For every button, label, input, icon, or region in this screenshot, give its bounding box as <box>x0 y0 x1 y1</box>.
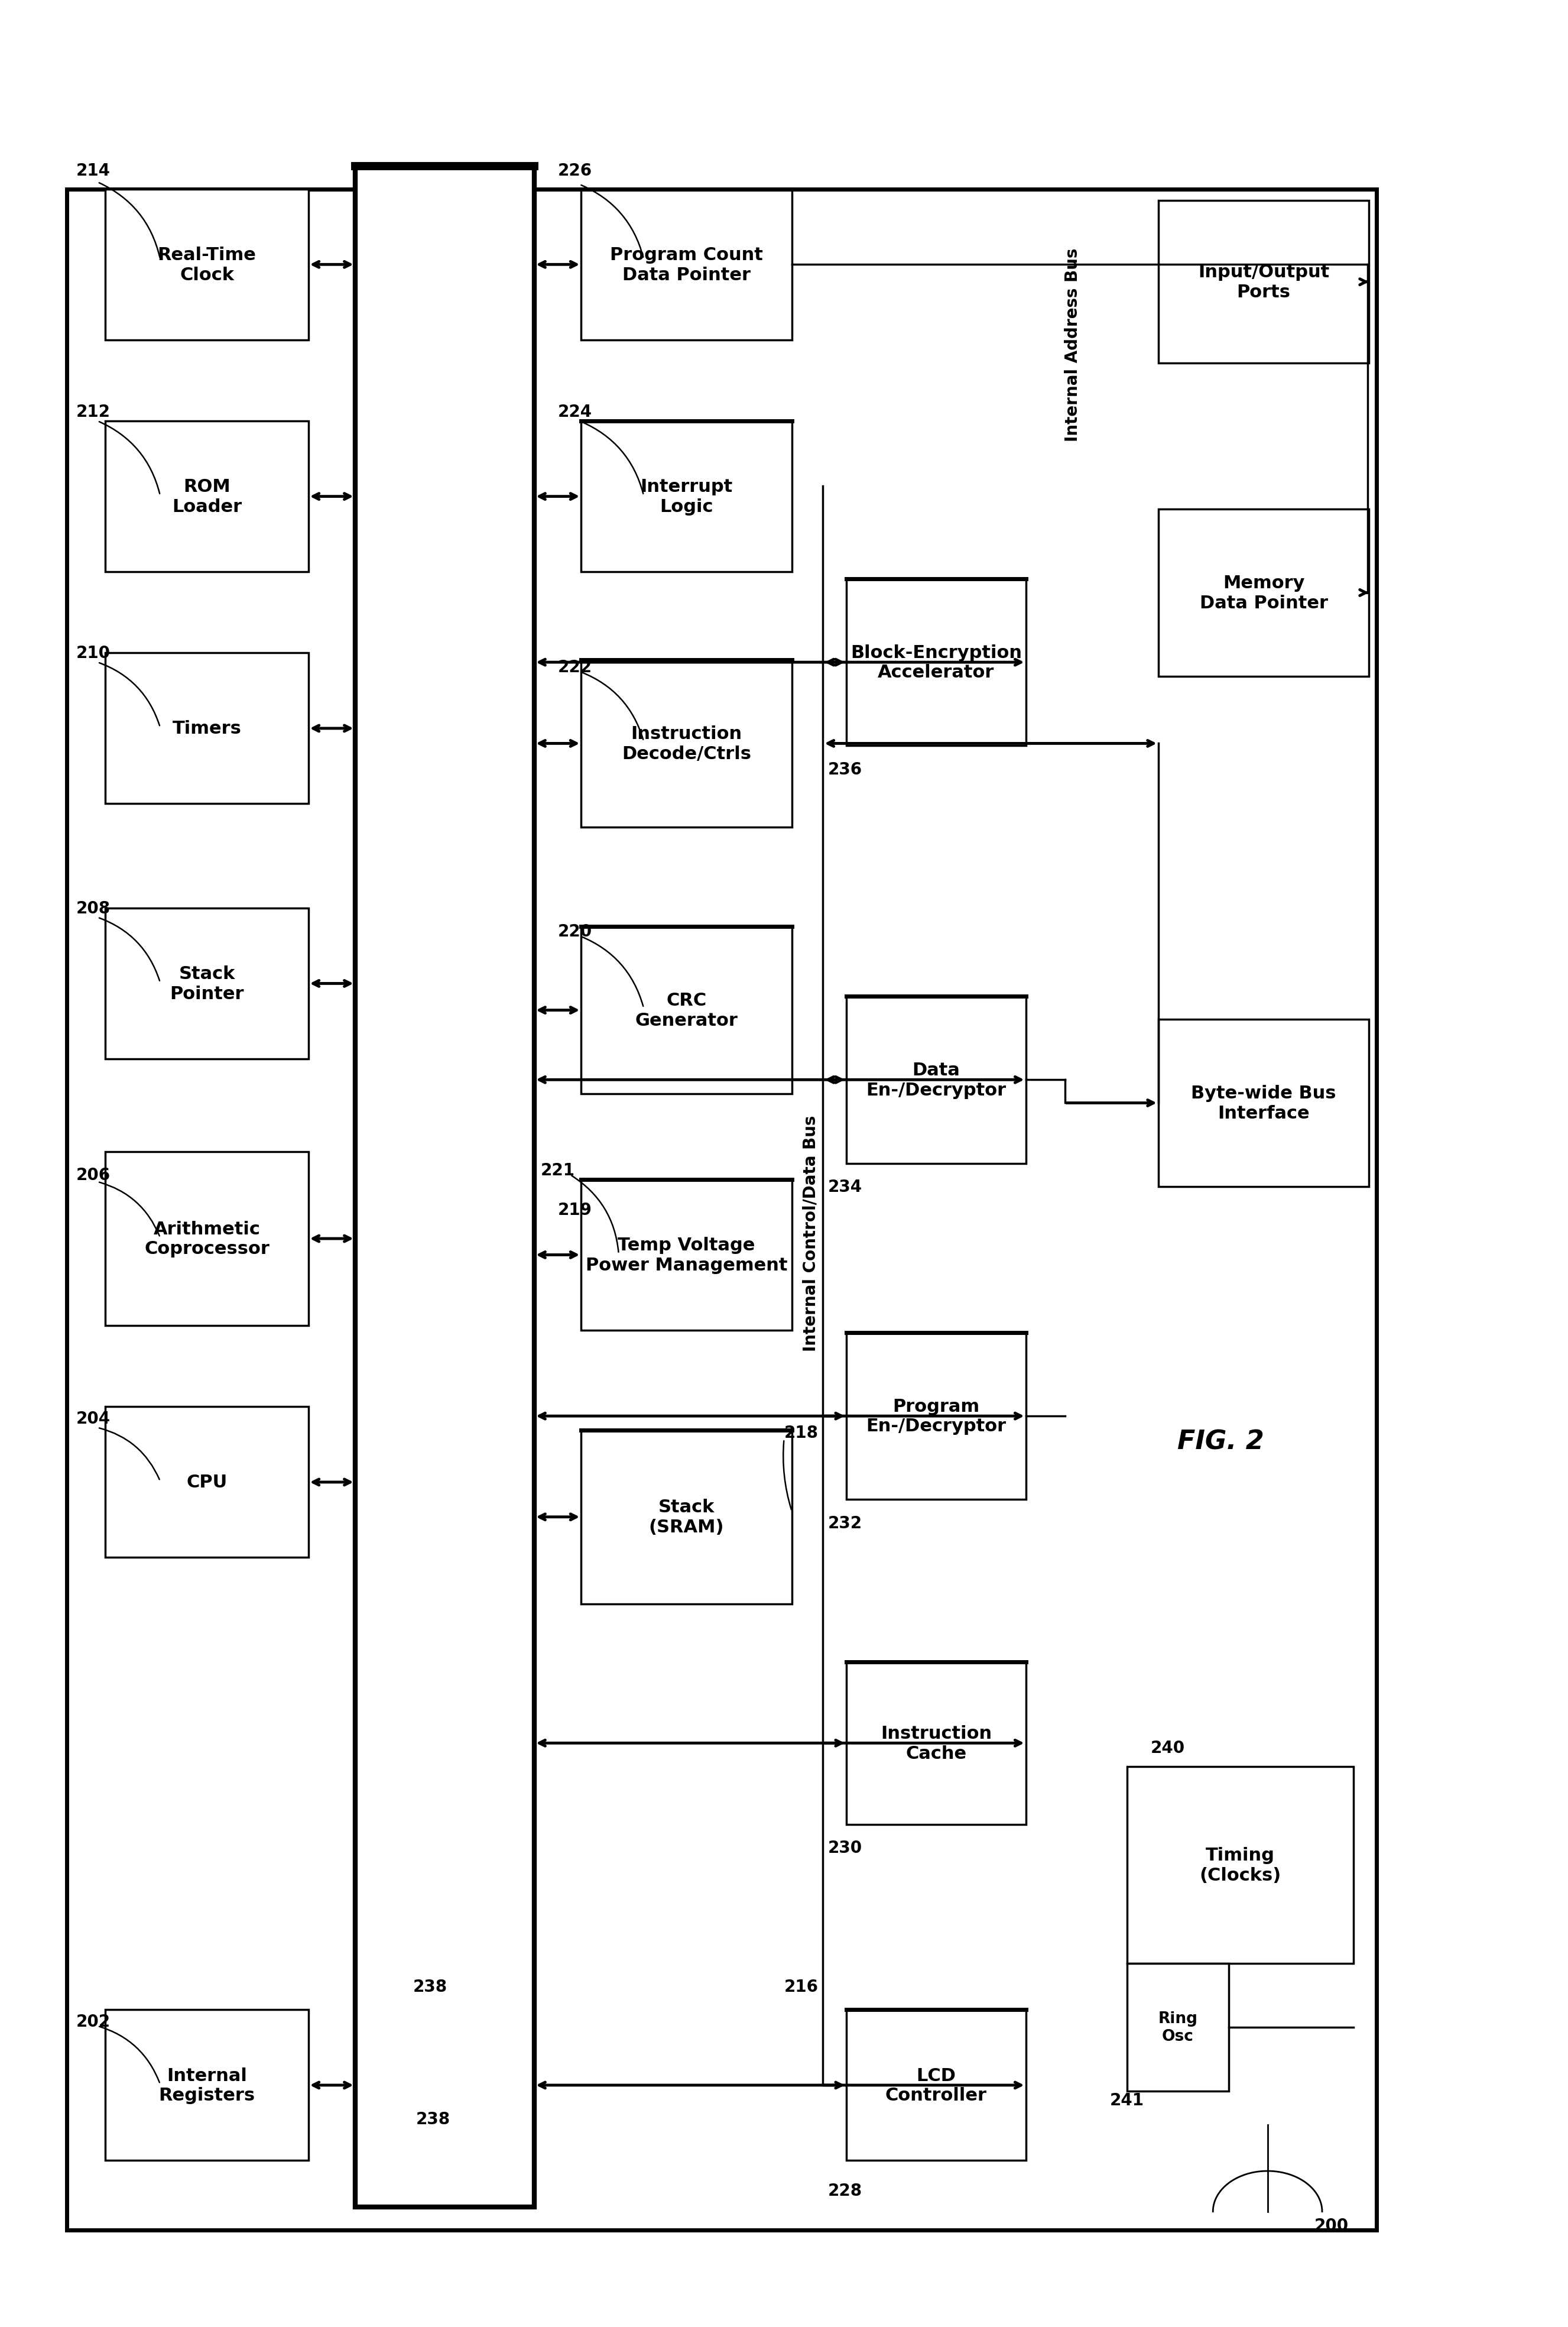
Text: 208: 208 <box>75 901 110 917</box>
Bar <box>354 168 535 2206</box>
Bar <box>105 188 309 340</box>
Text: 230: 230 <box>828 1838 862 1857</box>
Bar <box>66 188 1377 2229</box>
Text: 238: 238 <box>412 1978 447 1994</box>
Bar <box>105 654 309 805</box>
Text: 221: 221 <box>541 1161 575 1180</box>
Bar <box>582 661 792 828</box>
Bar <box>582 1180 792 1331</box>
Text: 238: 238 <box>416 2111 450 2127</box>
Text: 204: 204 <box>75 1410 110 1426</box>
Bar <box>847 1333 1025 1499</box>
Text: CRC
Generator: CRC Generator <box>635 991 739 1029</box>
Bar <box>582 926 792 1094</box>
Bar <box>1159 510 1369 677</box>
Text: 234: 234 <box>828 1177 862 1196</box>
Text: Real-Time
Clock: Real-Time Clock <box>157 247 256 284</box>
Text: Byte-wide Bus
Interface: Byte-wide Bus Interface <box>1192 1084 1336 1122</box>
Text: 224: 224 <box>558 405 593 421</box>
Bar <box>1159 200 1369 363</box>
Text: 228: 228 <box>828 2183 862 2199</box>
Text: Timers: Timers <box>172 719 241 738</box>
Text: Temp Voltage
Power Management: Temp Voltage Power Management <box>585 1236 787 1273</box>
Bar <box>847 579 1025 747</box>
Text: Instruction
Cache: Instruction Cache <box>881 1724 991 1762</box>
Text: Interrupt
Logic: Interrupt Logic <box>640 479 732 514</box>
Bar <box>105 908 309 1059</box>
Text: LCD
Controller: LCD Controller <box>886 2066 986 2104</box>
Text: Data
En-/Decryptor: Data En-/Decryptor <box>866 1061 1007 1098</box>
Text: 240: 240 <box>1151 1741 1185 1757</box>
Bar <box>105 1408 309 1557</box>
Text: 202: 202 <box>75 2013 110 2029</box>
Text: Stack
Pointer: Stack Pointer <box>169 966 245 1003</box>
Bar <box>847 2011 1025 2159</box>
Text: Instruction
Decode/Ctrls: Instruction Decode/Ctrls <box>622 726 751 763</box>
Text: FIG. 2: FIG. 2 <box>1178 1429 1264 1454</box>
Text: Ring
Osc: Ring Osc <box>1159 2011 1198 2043</box>
Bar <box>1127 1766 1353 1964</box>
Text: 226: 226 <box>558 163 593 179</box>
Bar <box>582 1431 792 1603</box>
Bar <box>105 421 309 572</box>
Text: Program
En-/Decryptor: Program En-/Decryptor <box>866 1399 1007 1436</box>
Bar <box>847 996 1025 1164</box>
Text: 232: 232 <box>828 1515 862 1531</box>
Text: Arithmetic
Coprocessor: Arithmetic Coprocessor <box>144 1219 270 1257</box>
Text: Stack
(SRAM): Stack (SRAM) <box>649 1499 724 1536</box>
Text: Memory
Data Pointer: Memory Data Pointer <box>1200 575 1328 612</box>
Bar <box>1127 1964 1229 2092</box>
Text: 214: 214 <box>75 163 110 179</box>
Bar <box>847 1661 1025 1824</box>
Text: Internal Control/Data Bus: Internal Control/Data Bus <box>803 1115 818 1352</box>
Text: Internal Address Bus: Internal Address Bus <box>1065 249 1080 442</box>
Text: ROM
Loader: ROM Loader <box>172 479 241 514</box>
Text: 241: 241 <box>1110 2092 1145 2108</box>
Text: 206: 206 <box>75 1166 110 1184</box>
Text: 219: 219 <box>558 1201 593 1217</box>
Text: 222: 222 <box>558 659 593 675</box>
Bar <box>582 188 792 340</box>
Text: 220: 220 <box>558 924 593 940</box>
Text: Program Count
Data Pointer: Program Count Data Pointer <box>610 247 764 284</box>
Text: 216: 216 <box>784 1978 818 1994</box>
Text: 212: 212 <box>75 405 110 421</box>
Text: 200: 200 <box>1314 2218 1348 2234</box>
Text: CPU: CPU <box>187 1473 227 1492</box>
Bar <box>105 1152 309 1326</box>
Bar <box>105 2011 309 2159</box>
Text: 218: 218 <box>784 1424 818 1440</box>
Text: 236: 236 <box>828 761 862 777</box>
Text: 210: 210 <box>75 645 110 661</box>
Text: Internal
Registers: Internal Registers <box>158 2066 256 2104</box>
Bar <box>582 421 792 572</box>
Text: Block-Encryption
Accelerator: Block-Encryption Accelerator <box>850 645 1022 682</box>
Text: Input/Output
Ports: Input/Output Ports <box>1198 263 1330 300</box>
Bar <box>1159 1019 1369 1187</box>
Text: Timing
(Clocks): Timing (Clocks) <box>1200 1845 1281 1883</box>
